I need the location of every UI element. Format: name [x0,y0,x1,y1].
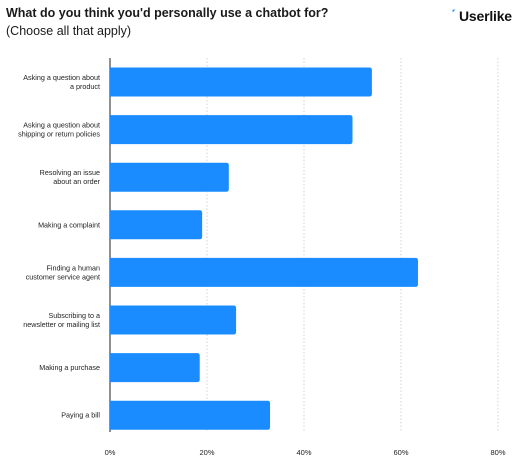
x-tick-label: 0% [105,448,116,457]
x-tick-label: 60% [393,448,408,457]
bar [110,400,271,430]
category-label: Finding a human customer service agent [26,263,100,281]
category-label: Making a complaint [38,220,100,229]
category-label: Subscribing to a newsletter or mailing li… [23,311,100,329]
category-label: Resolving an issue about an order [40,168,101,186]
userlike-logo-mark-icon [452,9,456,13]
chart-subtitle: (Choose all that apply) [6,24,132,38]
bar [110,162,229,192]
bar [110,257,418,287]
logo-text: Userlike [459,8,512,24]
bar [110,67,372,97]
bar [110,305,237,335]
x-tick-label: 20% [199,448,214,457]
bar [110,353,200,383]
category-label: Asking a question about shipping or retur… [18,121,100,139]
chart-title: What do you think you'd personally use a… [6,6,329,20]
category-label: Asking a question about a product [23,73,100,91]
userlike-logo: Userlike [452,8,512,24]
x-tick-label: 40% [296,448,311,457]
category-label: Paying a bill [61,411,100,420]
category-label: Making a purchase [39,363,100,372]
x-tick-label: 80% [490,448,505,457]
bar [110,210,203,240]
bar [110,115,353,145]
